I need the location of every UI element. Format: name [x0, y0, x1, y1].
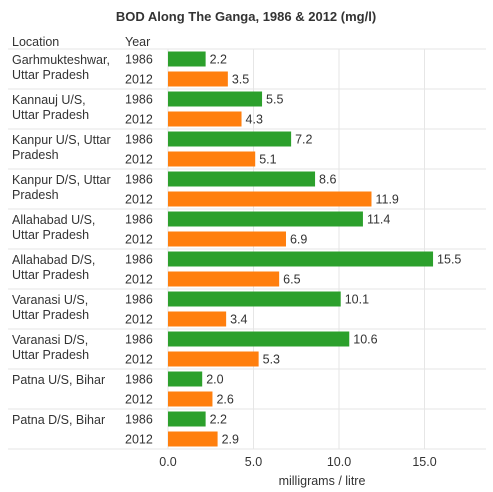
year-label: 1986	[125, 333, 153, 347]
data-label: 3.4	[230, 313, 247, 327]
data-label: 8.6	[319, 173, 336, 187]
year-label: 1986	[125, 53, 153, 67]
location-label: Kanpur U/S, Uttar Pradesh	[12, 133, 111, 162]
year-label: 2012	[125, 433, 153, 447]
location-label: Kannauj U/S, Uttar Pradesh	[12, 93, 89, 122]
bar-1986	[168, 171, 316, 187]
gridlines	[8, 48, 486, 450]
x-axis: 0.0 5.0 10.0 15.0	[159, 455, 436, 469]
location-label: Patna U/S, Bihar	[12, 373, 105, 387]
year-label: 1986	[125, 173, 153, 187]
x-tick-label: 15.0	[412, 455, 436, 469]
year-label: 1986	[125, 293, 153, 307]
bar-1986	[168, 211, 363, 227]
bar-2012	[168, 391, 213, 407]
year-label: 1986	[125, 133, 153, 147]
bar-2012	[168, 191, 372, 207]
data-label: 11.9	[375, 193, 398, 207]
year-label: 2012	[125, 273, 153, 287]
data-label: 15.5	[437, 253, 461, 267]
data-label: 2.2	[210, 53, 227, 67]
data-label: 6.5	[283, 273, 300, 287]
data-label: 7.2	[295, 133, 312, 147]
data-label: 3.5	[232, 73, 249, 87]
x-tick-label: 10.0	[327, 455, 351, 469]
data-label: 6.9	[290, 233, 307, 247]
year-label: 2012	[125, 233, 153, 247]
bar-1986	[168, 371, 203, 387]
data-label: 10.1	[345, 293, 369, 307]
data-label: 10.6	[353, 333, 377, 347]
year-label: 1986	[125, 373, 153, 387]
data-label: 5.3	[263, 353, 280, 367]
data-label: 5.1	[259, 153, 276, 167]
year-label: 2012	[125, 73, 153, 87]
location-label: Allahabad D/S, Uttar Pradesh	[12, 253, 95, 282]
data-label: 2.2	[210, 413, 227, 427]
bar-2012	[168, 111, 242, 127]
bar-1986	[168, 251, 434, 267]
data-label: 2.6	[216, 393, 233, 407]
year-label: 2012	[125, 153, 153, 167]
year-label: 2012	[125, 193, 153, 207]
x-tick-label: 5.0	[245, 455, 262, 469]
year-label: 1986	[125, 253, 153, 267]
year-label: 1986	[125, 93, 153, 107]
data-label: 4.3	[246, 113, 263, 127]
year-label: 1986	[125, 213, 153, 227]
year-label: 2012	[125, 393, 153, 407]
location-label: Kanpur D/S, Uttar Pradesh	[12, 173, 111, 202]
bar-2012	[168, 151, 256, 167]
bar-1986	[168, 331, 350, 347]
year-label: 2012	[125, 353, 153, 367]
x-axis-label: milligrams / litre	[279, 474, 366, 488]
location-label: Varanasi U/S, Uttar Pradesh	[12, 293, 89, 322]
location-label: Allahabad U/S, Uttar Pradesh	[12, 213, 95, 242]
data-label: 2.9	[222, 433, 239, 447]
column-header-location: Location	[12, 35, 59, 49]
year-label: 2012	[125, 313, 153, 327]
bar-2012	[168, 71, 228, 87]
bar-1986	[168, 291, 341, 307]
bar-1986	[168, 131, 292, 147]
year-label: 2012	[125, 113, 153, 127]
location-label: Garhmukteshwar, Uttar Pradesh	[12, 53, 110, 82]
data-label: 11.4	[367, 213, 390, 227]
bar-1986	[168, 411, 206, 427]
location-label: Varanasi D/S, Uttar Pradesh	[12, 333, 89, 362]
bar-2012	[168, 231, 286, 247]
data-label: 5.5	[266, 93, 283, 107]
year-label: 1986	[125, 413, 153, 427]
bar-2012	[168, 271, 280, 287]
location-label: Patna D/S, Bihar	[12, 413, 105, 427]
bar-1986	[168, 51, 206, 67]
bar-2012	[168, 351, 259, 367]
column-header-year: Year	[125, 35, 150, 49]
chart-title: BOD Along The Ganga, 1986 & 2012 (mg/l)	[116, 9, 376, 24]
bar-2012	[168, 311, 227, 327]
x-tick-label: 0.0	[159, 455, 176, 469]
chart-rows: Garhmukteshwar, Uttar Pradesh 1986 2.2 2012 3…	[12, 51, 461, 447]
bar-1986	[168, 91, 263, 107]
bar-2012	[168, 431, 218, 447]
data-label: 2.0	[206, 373, 223, 387]
